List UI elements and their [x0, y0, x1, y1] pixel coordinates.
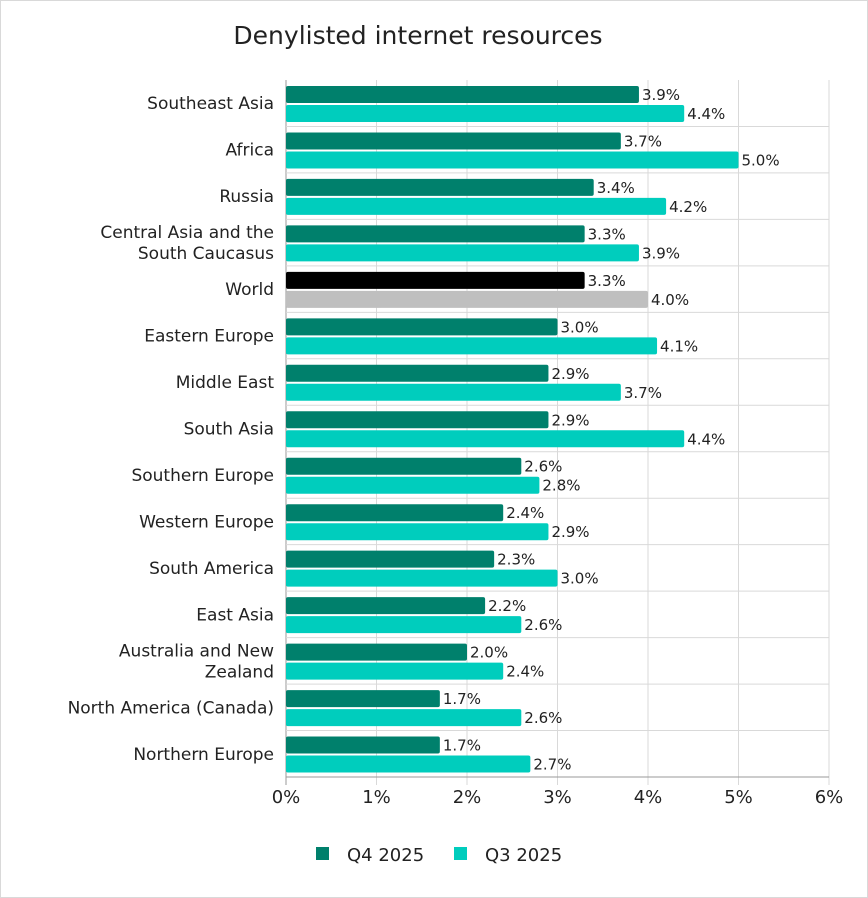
- bar-q3-2025: [286, 244, 639, 262]
- bar-q4-2025: [286, 318, 558, 336]
- bar-q4-2025: [286, 643, 467, 661]
- x-tick-label: 3%: [543, 787, 572, 808]
- data-label: 3.0%: [561, 318, 599, 336]
- x-tick-label: 4%: [634, 787, 663, 808]
- chart-title: Denylisted internet resources: [233, 21, 602, 50]
- data-label: 3.4%: [597, 179, 635, 197]
- bar-q4-2025: [286, 178, 594, 196]
- x-tick-label: 0%: [272, 787, 301, 808]
- bar-q4-2025: [286, 457, 522, 475]
- bar-q4-2025: [286, 736, 440, 754]
- data-label: 3.9%: [642, 86, 680, 104]
- category-label: South America: [149, 559, 274, 579]
- data-label: 2.0%: [470, 644, 508, 662]
- legend-label: Q3 2025: [485, 845, 562, 866]
- category-label: East Asia: [196, 605, 274, 625]
- category-label: North America (Canada): [68, 698, 274, 718]
- data-label: 2.3%: [497, 551, 535, 569]
- bar-q4-2025: [286, 411, 549, 429]
- bar-q3-2025: [286, 569, 558, 587]
- data-label: 2.8%: [542, 477, 580, 495]
- bar-q3-2025: [286, 197, 667, 215]
- category-label: Southeast Asia: [147, 94, 274, 114]
- data-label: 4.4%: [687, 430, 725, 448]
- bar-q3-2025: [286, 290, 648, 308]
- bar-q4-2025: [286, 225, 585, 243]
- bar-q3-2025: [286, 476, 540, 494]
- bar-q4-2025: [286, 504, 504, 522]
- x-tick-label: 5%: [724, 787, 753, 808]
- legend: Q4 2025 Q3 2025: [316, 845, 562, 866]
- x-tick-label: 1%: [362, 787, 391, 808]
- bar-q4-2025: [286, 690, 440, 708]
- bar-q4-2025: [286, 550, 495, 568]
- legend-label: Q4 2025: [347, 845, 424, 866]
- x-tick-label: 2%: [453, 787, 482, 808]
- data-label: 3.7%: [624, 132, 662, 150]
- category-label: Eastern Europe: [144, 327, 274, 347]
- data-label: 1.7%: [443, 690, 481, 708]
- bar-q3-2025: [286, 755, 531, 773]
- bar-q3-2025: [286, 616, 522, 634]
- category-label: Northern Europe: [133, 745, 274, 765]
- bar-q4-2025: [286, 132, 621, 150]
- category-label: South Caucasus: [138, 244, 274, 264]
- data-label: 4.0%: [651, 291, 689, 309]
- category-label: Western Europe: [139, 512, 274, 532]
- category-label: Middle East: [176, 373, 275, 393]
- category-label: Southern Europe: [131, 466, 274, 486]
- data-label: 1.7%: [443, 737, 481, 755]
- category-label: Zealand: [205, 662, 274, 682]
- bar-q4-2025: [286, 271, 585, 289]
- bar-q4-2025: [286, 597, 486, 615]
- category-label: Central Asia and the: [100, 223, 274, 243]
- data-label: 2.9%: [551, 411, 589, 429]
- data-label: 3.7%: [624, 384, 662, 402]
- data-label: 3.3%: [588, 272, 626, 290]
- data-label: 2.9%: [551, 523, 589, 541]
- data-label: 4.1%: [660, 337, 698, 355]
- data-label: 2.6%: [524, 458, 562, 476]
- bar-q4-2025: [286, 86, 639, 103]
- data-label: 3.9%: [642, 244, 680, 262]
- bar-q3-2025: [286, 662, 504, 680]
- data-label: 3.0%: [561, 570, 599, 588]
- data-label: 2.6%: [524, 709, 562, 727]
- category-label: Africa: [226, 141, 275, 161]
- bar-q3-2025: [286, 105, 685, 122]
- bar-q3-2025: [286, 151, 739, 169]
- data-label: 2.4%: [506, 663, 544, 681]
- legend-swatch: [454, 847, 467, 860]
- data-label: 3.3%: [588, 225, 626, 243]
- category-label: World: [225, 280, 274, 300]
- bar-q3-2025: [286, 430, 685, 448]
- bar-q3-2025: [286, 709, 522, 727]
- data-label: 2.6%: [524, 616, 562, 634]
- data-label: 4.4%: [687, 105, 725, 123]
- bar-q3-2025: [286, 383, 621, 401]
- data-label: 2.7%: [533, 756, 571, 774]
- bar-q3-2025: [286, 523, 549, 541]
- x-tick-label: 6%: [815, 787, 844, 808]
- bar-q4-2025: [286, 364, 549, 382]
- category-label: South Asia: [184, 420, 274, 440]
- data-label: 2.9%: [551, 365, 589, 383]
- data-label: 2.4%: [506, 504, 544, 522]
- data-label: 5.0%: [742, 151, 780, 169]
- category-label: Russia: [219, 187, 274, 207]
- data-label: 2.2%: [488, 597, 526, 615]
- category-label: Australia and New: [119, 641, 274, 661]
- bar-q3-2025: [286, 337, 658, 355]
- data-label: 4.2%: [669, 198, 707, 216]
- legend-swatch: [316, 847, 329, 860]
